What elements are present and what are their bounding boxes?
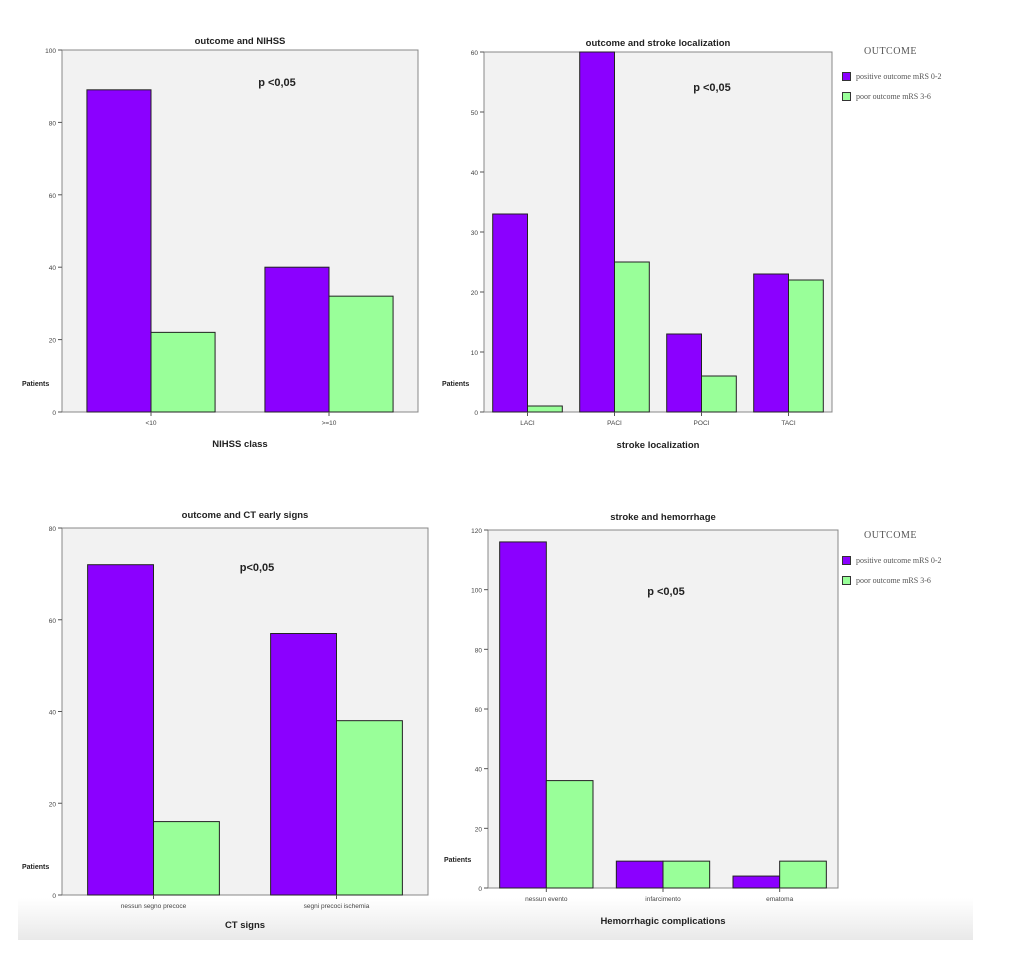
bar-positive-2 bbox=[666, 333, 703, 413]
x-axis-label: NIHSS class bbox=[212, 439, 267, 450]
chart-1: outcome and NIHSS p <0,05 0 20 40 60 80 100 Pati… bbox=[22, 36, 419, 450]
bar-positive-1 bbox=[579, 51, 616, 413]
y-tick-label: 20 bbox=[475, 826, 483, 833]
y-axis-label: Patients bbox=[22, 864, 49, 871]
y-tick-label: 0 bbox=[474, 410, 478, 417]
chart-title: stroke and hemorrhage bbox=[610, 512, 716, 523]
chart-title: outcome and NIHSS bbox=[195, 36, 286, 47]
y-tick-label: 80 bbox=[475, 647, 483, 654]
bar-positive-0 bbox=[86, 89, 152, 413]
y-tick-label: 20 bbox=[49, 338, 57, 345]
legend-item-poor: poor outcome mRS 3-6 bbox=[842, 573, 942, 587]
bar-poor-0 bbox=[545, 780, 594, 889]
y-tick-label: 40 bbox=[49, 265, 57, 272]
y-axis-label: Patients bbox=[444, 857, 471, 864]
bar-poor-0 bbox=[150, 331, 216, 413]
x-tick-label: nessun evento bbox=[525, 896, 568, 903]
chart-title: outcome and stroke localization bbox=[586, 38, 731, 49]
y-tick-label: 0 bbox=[52, 893, 56, 900]
bar-positive-1 bbox=[615, 860, 664, 889]
x-tick-label: ematoma bbox=[766, 896, 793, 903]
y-tick-label: 60 bbox=[49, 193, 57, 200]
bottom-shadow-band bbox=[18, 898, 973, 940]
bar-positive-0 bbox=[499, 541, 547, 889]
p-value-annotation: p <0,05 bbox=[258, 77, 296, 89]
y-tick-label: 10 bbox=[471, 350, 479, 357]
chart-title: outcome and CT early signs bbox=[182, 510, 309, 521]
x-axis-label: stroke localization bbox=[617, 440, 700, 451]
y-tick-label: 80 bbox=[49, 526, 57, 533]
x-tick-label: TACI bbox=[781, 420, 796, 427]
legend-title: OUTCOME bbox=[864, 46, 917, 57]
x-axis-label: CT signs bbox=[225, 920, 265, 931]
bar-poor-3 bbox=[788, 279, 824, 413]
bar-poor-2 bbox=[779, 860, 827, 889]
chart-4: stroke and hemorrhage p <0,05 0 20 40 60 80 100… bbox=[444, 512, 839, 927]
y-axis-label: Patients bbox=[22, 381, 49, 388]
legend-swatch-poor bbox=[842, 575, 851, 585]
y-tick-label: 100 bbox=[471, 588, 482, 595]
y-tick-label: 60 bbox=[475, 707, 483, 714]
y-tick-label: 20 bbox=[49, 801, 57, 808]
bar-positive-0 bbox=[492, 213, 529, 413]
y-tick-label: 60 bbox=[49, 618, 57, 625]
x-tick-label: <10 bbox=[145, 420, 156, 427]
y-tick-label: 40 bbox=[475, 767, 483, 774]
y-tick-label: 30 bbox=[471, 230, 479, 237]
legend-label-positive: positive outcome mRS 0-2 bbox=[856, 71, 942, 81]
x-tick-label: segni precoci ischemia bbox=[304, 903, 370, 910]
legend-swatch-poor bbox=[842, 91, 851, 101]
legend-label-positive: positive outcome mRS 0-2 bbox=[856, 555, 942, 565]
chart-3: outcome and CT early signs p<0,05 0 20 40 60 8… bbox=[22, 510, 429, 931]
p-value-annotation: p <0,05 bbox=[693, 82, 731, 94]
x-tick-label: >=10 bbox=[322, 420, 337, 427]
y-tick-label: 80 bbox=[49, 120, 57, 127]
y-tick-label: 20 bbox=[471, 290, 479, 297]
y-tick-label: 0 bbox=[52, 410, 56, 417]
bar-poor-1 bbox=[336, 720, 403, 896]
x-tick-label: POCI bbox=[694, 420, 710, 427]
bar-poor-0 bbox=[153, 821, 220, 896]
y-tick-label: 120 bbox=[471, 528, 482, 535]
x-tick-label: infarcimento bbox=[645, 896, 681, 903]
legend-bottom: OUTCOME positive outcome mRS 0-2 poor ou… bbox=[842, 530, 942, 593]
x-tick-label: LACI bbox=[520, 420, 535, 427]
y-tick-label: 0 bbox=[478, 886, 482, 893]
legend-top: OUTCOME positive outcome mRS 0-2 poor ou… bbox=[842, 46, 942, 109]
legend-title: OUTCOME bbox=[864, 530, 917, 541]
legend-label-poor: poor outcome mRS 3-6 bbox=[856, 91, 931, 101]
bar-poor-1 bbox=[328, 295, 394, 413]
bar-positive-0 bbox=[87, 564, 154, 896]
legend-item-positive: positive outcome mRS 0-2 bbox=[842, 69, 942, 83]
x-tick-label: nessun segno precoce bbox=[121, 903, 187, 910]
p-value-annotation: p <0,05 bbox=[647, 586, 685, 598]
legend-label-poor: poor outcome mRS 3-6 bbox=[856, 575, 931, 585]
legend-swatch-positive bbox=[842, 555, 851, 565]
bar-positive-1 bbox=[270, 633, 337, 896]
legend-item-poor: poor outcome mRS 3-6 bbox=[842, 89, 942, 103]
bar-positive-2 bbox=[732, 875, 781, 889]
legend-item-positive: positive outcome mRS 0-2 bbox=[842, 553, 942, 567]
bar-poor-0 bbox=[527, 405, 563, 413]
bar-positive-1 bbox=[264, 266, 330, 413]
y-tick-label: 50 bbox=[471, 110, 479, 117]
bar-poor-1 bbox=[662, 860, 711, 889]
y-tick-label: 60 bbox=[471, 50, 479, 57]
y-tick-label: 40 bbox=[471, 170, 479, 177]
x-tick-label: PACI bbox=[607, 420, 622, 427]
bar-poor-2 bbox=[701, 375, 737, 413]
bar-positive-3 bbox=[753, 273, 790, 413]
chart-2: outcome and stroke localization p <0,05 0 1… bbox=[442, 38, 833, 451]
x-axis-label: Hemorrhagic complications bbox=[600, 916, 725, 927]
y-tick-label: 100 bbox=[45, 48, 56, 55]
y-tick-label: 40 bbox=[49, 710, 57, 717]
p-value-annotation: p<0,05 bbox=[240, 562, 275, 574]
legend-swatch-positive bbox=[842, 71, 851, 81]
y-axis-label: Patients bbox=[442, 381, 469, 388]
bar-poor-1 bbox=[614, 261, 650, 413]
